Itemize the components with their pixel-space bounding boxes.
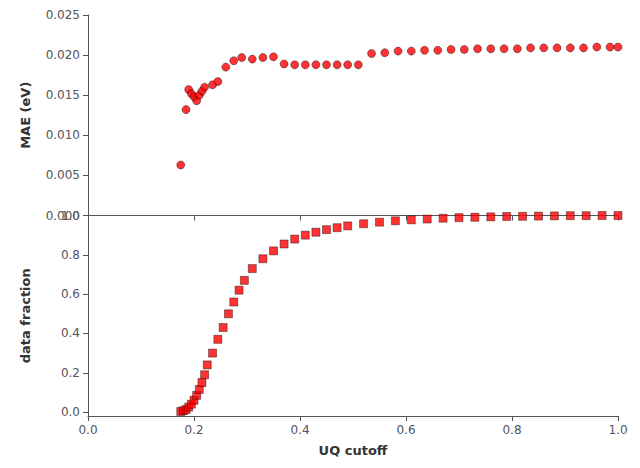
svg-text:data fraction: data fraction [18,268,33,363]
svg-text:1.0: 1.0 [61,209,80,223]
svg-text:0.8: 0.8 [61,248,80,262]
svg-text:1.0: 1.0 [608,423,627,437]
svg-text:0.005: 0.005 [46,168,80,182]
svg-text:0.2: 0.2 [184,423,203,437]
svg-text:0.8: 0.8 [502,423,521,437]
svg-text:0.015: 0.015 [46,88,80,102]
svg-text:UQ cutoff: UQ cutoff [319,443,388,458]
svg-text:0.0: 0.0 [78,423,97,437]
svg-text:0.4: 0.4 [290,423,309,437]
svg-text:0.020: 0.020 [46,48,80,62]
svg-text:0.000: 0.000 [46,209,80,223]
svg-text:0.6: 0.6 [61,287,80,301]
svg-text:0.4: 0.4 [61,326,80,340]
svg-text:0.6: 0.6 [396,423,415,437]
svg-text:MAE (eV): MAE (eV) [18,82,33,149]
svg-text:0.010: 0.010 [46,128,80,142]
svg-text:0.025: 0.025 [46,8,80,22]
svg-text:0.2: 0.2 [61,366,80,380]
svg-text:0.0: 0.0 [61,405,80,419]
